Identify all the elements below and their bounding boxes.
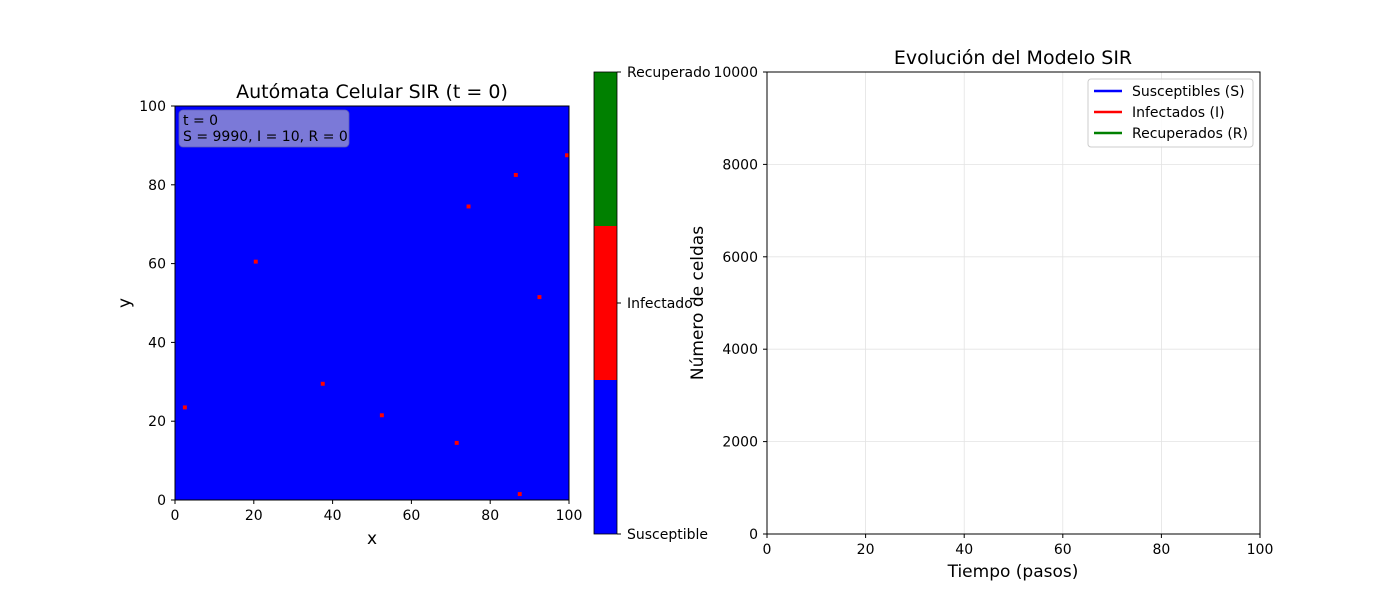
x-tick-label: 20 <box>245 508 263 524</box>
y-tick-label: 6000 <box>722 250 758 266</box>
cellular-automaton-panel: Autómata Celular SIR (t = 0) t = 0 S = 9… <box>115 81 582 549</box>
y-tick-label: 0 <box>157 493 166 509</box>
y-tick-label: 0 <box>749 527 758 543</box>
colorbar-segment <box>594 380 617 534</box>
colorbar: Susceptible Infectado Recuperado <box>593 65 711 543</box>
ca-annotation-time: t = 0 <box>183 113 218 129</box>
ca-x-axis-label: x <box>367 529 377 549</box>
x-tick-label: 0 <box>171 508 180 524</box>
y-tick-label: 40 <box>148 335 166 351</box>
infected-cell <box>565 153 569 158</box>
colorbar-label: Recuperado <box>627 65 711 81</box>
legend-label: Recuperados (R) <box>1132 126 1248 142</box>
legend-label: Infectados (I) <box>1132 105 1225 121</box>
x-tick-label: 100 <box>556 508 583 524</box>
colorbar-label: Susceptible <box>627 527 708 543</box>
infected-cell <box>253 259 258 264</box>
sir-x-axis: 0 20 40 60 80 100 <box>763 534 1274 558</box>
x-tick-label: 60 <box>1054 542 1072 558</box>
colorbar-label: Infectado <box>627 296 693 312</box>
infected-cell <box>379 413 384 418</box>
y-tick-label: 80 <box>148 178 166 194</box>
infected-cell <box>320 381 325 386</box>
x-tick-label: 40 <box>955 542 973 558</box>
sir-plot-area <box>767 72 1260 534</box>
sir-x-axis-label: Tiempo (pasos) <box>947 562 1079 582</box>
x-tick-label: 80 <box>1152 542 1170 558</box>
ca-y-axis: 0 20 40 60 80 100 <box>139 99 175 509</box>
ca-x-axis: 0 20 40 60 80 100 <box>171 500 583 524</box>
x-tick-label: 100 <box>1247 542 1274 558</box>
ca-state-annotation: t = 0 S = 9990, I = 10, R = 0 <box>178 109 350 148</box>
x-tick-label: 40 <box>324 508 342 524</box>
ca-grid-background <box>175 106 569 500</box>
y-tick-label: 4000 <box>722 342 758 358</box>
y-tick-label: 60 <box>148 257 166 273</box>
ca-annotation-counts: S = 9990, I = 10, R = 0 <box>183 129 348 145</box>
ca-annotation-box <box>178 109 350 148</box>
x-tick-label: 60 <box>402 508 420 524</box>
y-tick-label: 10000 <box>713 65 758 81</box>
infected-cell <box>454 440 459 445</box>
y-tick-label: 20 <box>148 414 166 430</box>
y-tick-label: 100 <box>139 99 166 115</box>
colorbar-segment <box>594 72 617 226</box>
sir-y-axis: 0 2000 4000 6000 8000 10000 <box>713 65 767 543</box>
ca-axes-frame <box>174 105 570 501</box>
sir-title: Evolución del Modelo SIR <box>894 47 1132 69</box>
x-tick-label: 20 <box>857 542 875 558</box>
infected-cell <box>182 405 187 410</box>
sir-y-axis-label: Número de celdas <box>688 226 708 380</box>
x-tick-label: 80 <box>481 508 499 524</box>
legend-box <box>1087 78 1254 148</box>
ca-title: Autómata Celular SIR (t = 0) <box>236 81 508 103</box>
infected-cell <box>517 492 522 497</box>
infected-cell <box>513 172 518 177</box>
sir-evolution-panel: Evolución del Modelo SIR 0 20 40 60 80 100 0 2… <box>688 47 1273 582</box>
legend-label: Susceptibles (S) <box>1132 84 1245 100</box>
ca-y-axis-label: y <box>115 298 135 308</box>
y-tick-label: 2000 <box>722 435 758 451</box>
ca-infected-cells <box>182 153 569 497</box>
sir-axes-frame <box>766 71 1261 535</box>
x-tick-label: 0 <box>763 542 772 558</box>
infected-cell <box>537 295 542 300</box>
colorbar-segment <box>594 226 617 380</box>
y-tick-label: 8000 <box>722 157 758 173</box>
sir-legend: Susceptibles (S) Infectados (I) Recuperado… <box>1087 78 1254 148</box>
infected-cell <box>466 204 471 209</box>
